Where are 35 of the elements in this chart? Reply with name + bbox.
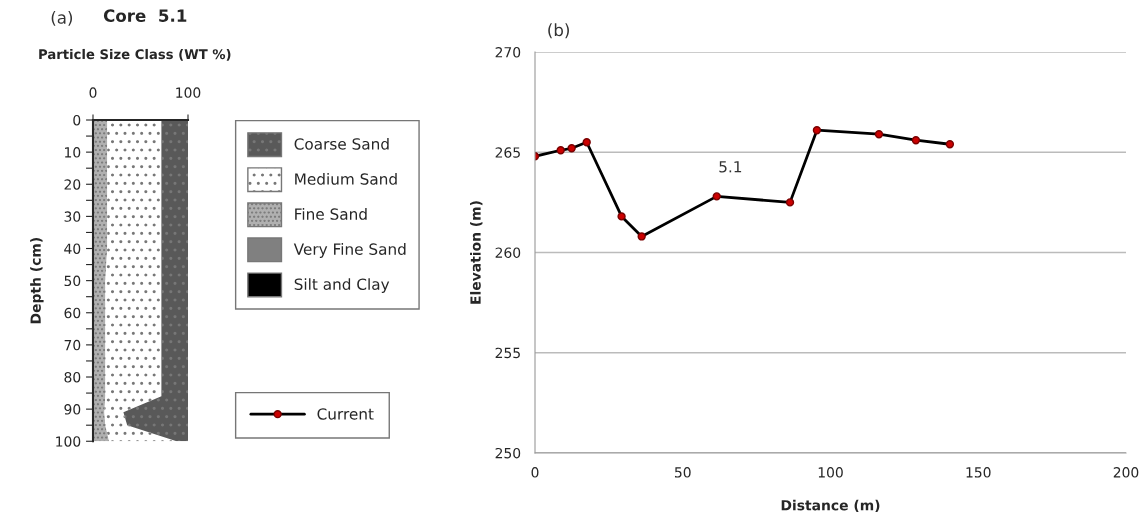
x-tick-label: 200 bbox=[1113, 467, 1139, 478]
y-tick-label: 255 bbox=[495, 347, 520, 359]
chart-title: Core 5.1 bbox=[103, 9, 187, 22]
y-tick-label: 60 bbox=[64, 307, 81, 319]
y-tick-label: 30 bbox=[64, 211, 81, 222]
y-tick-label: 250 bbox=[495, 447, 521, 459]
legend-label: Fine Sand bbox=[295, 208, 367, 220]
text: (a) bbox=[51, 10, 73, 26]
text: (b) bbox=[548, 23, 569, 39]
y-tick-label: 0 bbox=[73, 114, 81, 126]
x-tick-label: 50 bbox=[674, 467, 691, 478]
legend-label: Very Fine Sand bbox=[293, 243, 406, 258]
legend-label: Medium Sand bbox=[295, 172, 397, 185]
y-tick-label: 90 bbox=[64, 404, 81, 415]
legend-label: Current bbox=[317, 408, 374, 420]
y-tick-label: 265 bbox=[495, 147, 520, 158]
annotation: 5.1 bbox=[719, 161, 742, 173]
x-tick-label: 100 bbox=[818, 467, 843, 478]
y-tick-label: 50 bbox=[64, 275, 81, 287]
x-tick-label: 0 bbox=[531, 467, 539, 478]
legend-label: Silt and Clay bbox=[294, 278, 390, 293]
y-tick-label: 270 bbox=[495, 47, 521, 58]
x-tick-label: 150 bbox=[966, 467, 991, 478]
y-tick-label: 20 bbox=[64, 179, 81, 190]
y-tick-label: 70 bbox=[64, 339, 81, 351]
chart-subtitle: Particle Size Class (WT %) bbox=[39, 48, 231, 61]
x-axis-title: Distance (m) bbox=[781, 499, 880, 513]
y-tick-label: 260 bbox=[495, 247, 521, 258]
y-tick-label: 80 bbox=[64, 371, 81, 383]
y-axis-title: Depth (cm) bbox=[30, 238, 44, 324]
y-axis-title: Elevation (m) bbox=[470, 201, 483, 304]
y-tick-label: 40 bbox=[64, 243, 81, 254]
y-tick-label: 10 bbox=[65, 147, 81, 158]
legend-label: Coarse Sand bbox=[294, 137, 389, 150]
y-tick-label: 100 bbox=[56, 436, 81, 447]
